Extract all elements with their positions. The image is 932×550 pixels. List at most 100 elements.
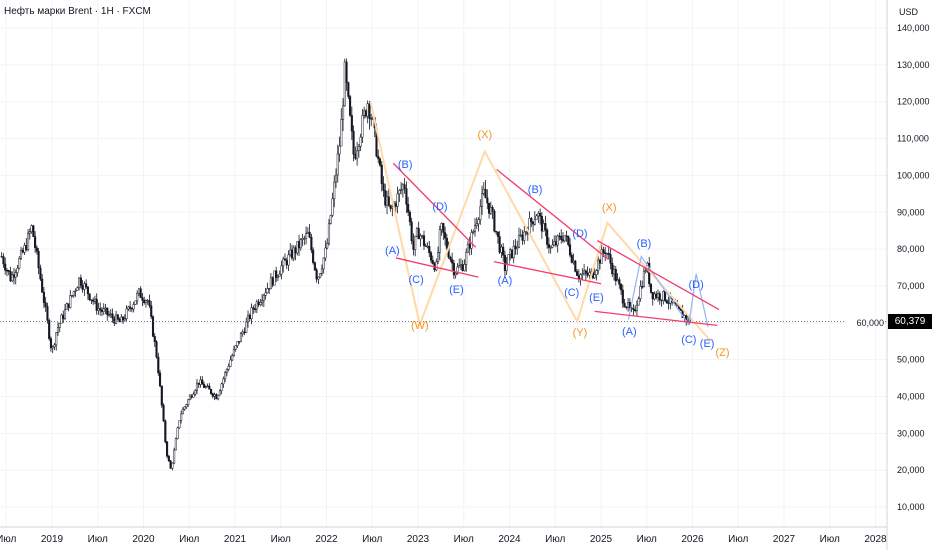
trendline — [594, 310, 718, 327]
wave-label: (E) — [449, 284, 464, 296]
candle-body — [305, 233, 308, 239]
candle-body — [88, 293, 91, 300]
candle-body — [637, 298, 640, 306]
candle-body — [614, 269, 617, 282]
candle-body — [634, 309, 637, 312]
candle-body — [407, 204, 410, 213]
candle-body — [232, 349, 235, 356]
candle-body — [452, 262, 455, 276]
candle-body — [451, 259, 454, 264]
candle-body — [245, 321, 248, 333]
candle-body — [493, 210, 496, 232]
candle-body — [540, 216, 543, 232]
candle-body — [229, 359, 232, 367]
candle-body — [584, 270, 587, 274]
candle-body — [419, 235, 422, 240]
candle-body — [269, 277, 272, 290]
candle-body — [92, 299, 95, 302]
candle-body — [132, 304, 135, 310]
candle-body — [558, 235, 561, 238]
candle-body — [503, 254, 506, 271]
candle-body — [102, 308, 105, 312]
candle-body — [563, 235, 566, 242]
candle-body — [338, 145, 341, 155]
candle-body — [595, 270, 598, 276]
candle-body — [368, 103, 371, 119]
candle-body — [195, 382, 199, 391]
candle-body — [16, 267, 19, 273]
candle-body — [319, 273, 322, 278]
candle-body — [363, 110, 366, 116]
candle-body — [426, 246, 429, 248]
candle-body — [514, 245, 517, 250]
candle-body — [173, 449, 176, 464]
candle-body — [588, 272, 591, 276]
candle-body — [366, 103, 369, 117]
candle-body — [42, 291, 45, 303]
candle-body — [336, 153, 339, 176]
candle-body — [370, 118, 373, 120]
candle-body — [517, 235, 521, 248]
candle-body — [139, 288, 142, 299]
candle-body — [243, 331, 246, 333]
candle-body — [449, 256, 452, 260]
y-tick-label-backing — [846, 316, 885, 329]
candle-body — [445, 237, 448, 249]
candle-body — [442, 223, 445, 233]
candle-body — [312, 249, 315, 263]
candle-body — [620, 284, 623, 291]
candle-body — [510, 249, 514, 258]
candle-body — [609, 254, 612, 264]
candle-body — [155, 341, 158, 358]
candle-body — [81, 285, 84, 290]
candle-body — [653, 293, 656, 300]
candle-body — [468, 243, 471, 249]
candle-body — [225, 369, 228, 373]
candle-body — [437, 252, 440, 263]
candle-body — [55, 332, 58, 346]
y-tick-label: 10,000 — [897, 502, 925, 512]
candle-body — [472, 231, 475, 233]
candle-body — [461, 264, 464, 271]
candle-body — [107, 314, 111, 316]
candle-body — [440, 223, 443, 230]
candle-body — [202, 384, 206, 388]
candle-body — [18, 257, 21, 269]
candle-body — [5, 270, 9, 272]
candle-body — [660, 299, 663, 301]
candle-body — [157, 356, 160, 374]
candle-body — [400, 189, 403, 191]
wave-label: (D) — [432, 201, 447, 213]
candle-body — [278, 273, 281, 277]
candle-body — [459, 264, 462, 266]
candle-body — [405, 188, 408, 205]
candle-body — [602, 249, 605, 254]
candle-body — [271, 277, 274, 286]
y-tick-label: 100,000 — [897, 170, 930, 180]
candle-body — [679, 308, 682, 311]
candle-body — [635, 304, 638, 312]
candle-body — [178, 420, 181, 429]
candle-body — [220, 383, 223, 391]
candle-body — [130, 308, 133, 310]
candle-body — [343, 61, 346, 107]
candle-body — [169, 460, 172, 469]
candle-body — [255, 301, 258, 310]
wave-label: (A) — [498, 275, 513, 287]
candle-body — [500, 246, 503, 253]
candle-body — [194, 390, 197, 395]
candle-body — [67, 303, 70, 308]
x-tick-label: Июл — [88, 534, 108, 545]
candle-body — [551, 244, 554, 248]
candle-body — [287, 254, 290, 266]
candle-body — [384, 190, 387, 206]
candle-body — [315, 269, 318, 280]
candle-body — [148, 300, 151, 306]
y-tick-label: 80,000 — [897, 244, 925, 254]
candle-body — [4, 263, 7, 271]
candle-body — [581, 273, 584, 275]
candle-body — [535, 215, 538, 220]
candle-body — [180, 413, 183, 421]
candle-body — [364, 110, 367, 117]
